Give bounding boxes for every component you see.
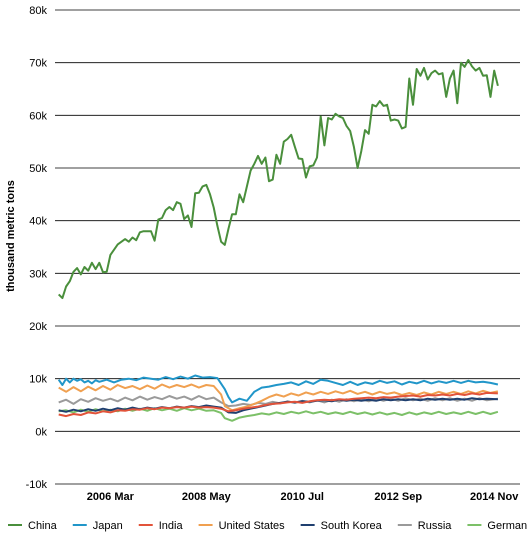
x-axis-tick-labels: 2006 Mar 2008 May 2010 Jul 2012 Sep 2014 Nov <box>87 491 519 503</box>
y-tick-label: 30k <box>29 268 47 280</box>
y-tick-label: 80k <box>29 5 47 17</box>
legend-label-india: India <box>159 520 184 532</box>
y-axis-label: thousand metric tons <box>5 180 17 292</box>
series-lines <box>57 59 499 422</box>
x-tick-label: 2012 Sep <box>374 491 422 503</box>
y-tick-label: 40k <box>29 216 47 228</box>
x-tick-label: 2006 Mar <box>87 491 135 503</box>
legend: China Japan India United States South Korea R… <box>8 520 527 532</box>
legend-label-russia: Russia <box>418 520 453 532</box>
series-line-china <box>57 59 499 300</box>
x-tick-label: 2010 Jul <box>281 491 324 503</box>
y-tick-label: 50k <box>29 163 47 175</box>
series-line-russia <box>58 395 499 408</box>
legend-label-germany: Germany <box>487 520 527 532</box>
legend-label-united-states: United States <box>219 520 286 532</box>
y-axis-tick-labels: -10k 0k 10k 20k 30k 40k 50k 60k 70k 80k <box>26 5 48 491</box>
y-tick-label: -10k <box>26 479 48 491</box>
y-tick-label: 70k <box>29 58 47 70</box>
series-line-india <box>58 391 498 418</box>
series-line-japan <box>57 374 499 404</box>
y-tick-label: 0k <box>35 426 47 438</box>
series-line-united-states <box>58 383 499 412</box>
legend-label-south-korea: South Korea <box>321 520 383 532</box>
legend-label-japan: Japan <box>93 520 123 532</box>
y-tick-label: 60k <box>29 110 47 122</box>
legend-label-china: China <box>28 520 58 532</box>
y-tick-label: 20k <box>29 321 47 333</box>
y-tick-label: 10k <box>29 374 47 386</box>
x-tick-label: 2008 May <box>182 491 232 503</box>
series-line-germany <box>58 407 499 422</box>
x-tick-label: 2014 Nov <box>470 491 519 503</box>
